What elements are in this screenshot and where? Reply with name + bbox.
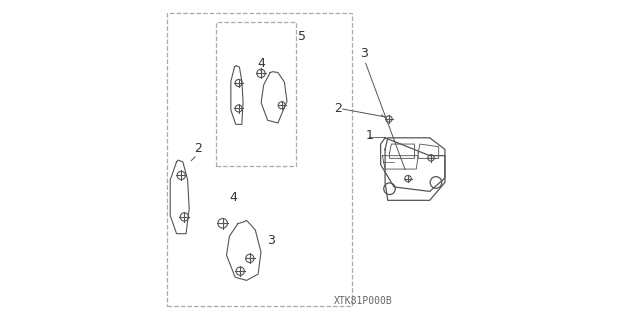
Text: 4: 4 — [258, 57, 266, 70]
Text: 3: 3 — [268, 234, 275, 247]
Text: 4: 4 — [229, 191, 237, 204]
Text: 2: 2 — [194, 142, 202, 154]
Text: XTK81P000B: XTK81P000B — [334, 296, 393, 306]
Text: 3: 3 — [360, 48, 368, 60]
Text: 2: 2 — [334, 102, 342, 115]
Text: 5: 5 — [298, 30, 306, 43]
Text: 1: 1 — [365, 129, 374, 142]
